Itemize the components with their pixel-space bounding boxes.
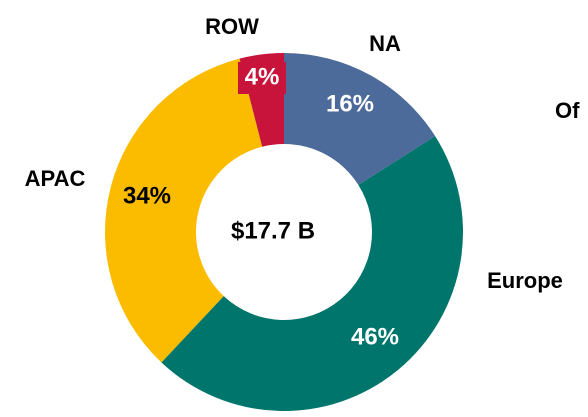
category-label: Europe bbox=[487, 268, 563, 293]
value-label: 34% bbox=[123, 182, 171, 209]
donut-segment bbox=[105, 58, 263, 363]
category-label: NA bbox=[369, 31, 401, 56]
value-label: 4% bbox=[245, 63, 280, 90]
value-label: 16% bbox=[326, 90, 374, 117]
donut-segment bbox=[284, 53, 436, 185]
label-background bbox=[238, 62, 286, 94]
value-label: 46% bbox=[351, 323, 399, 350]
category-label: APAC bbox=[25, 166, 86, 191]
donut-segment bbox=[161, 136, 464, 412]
center-label: $17.7 B bbox=[231, 217, 315, 244]
category-label: ROW bbox=[205, 14, 259, 39]
annotation: Of bbox=[555, 98, 580, 123]
